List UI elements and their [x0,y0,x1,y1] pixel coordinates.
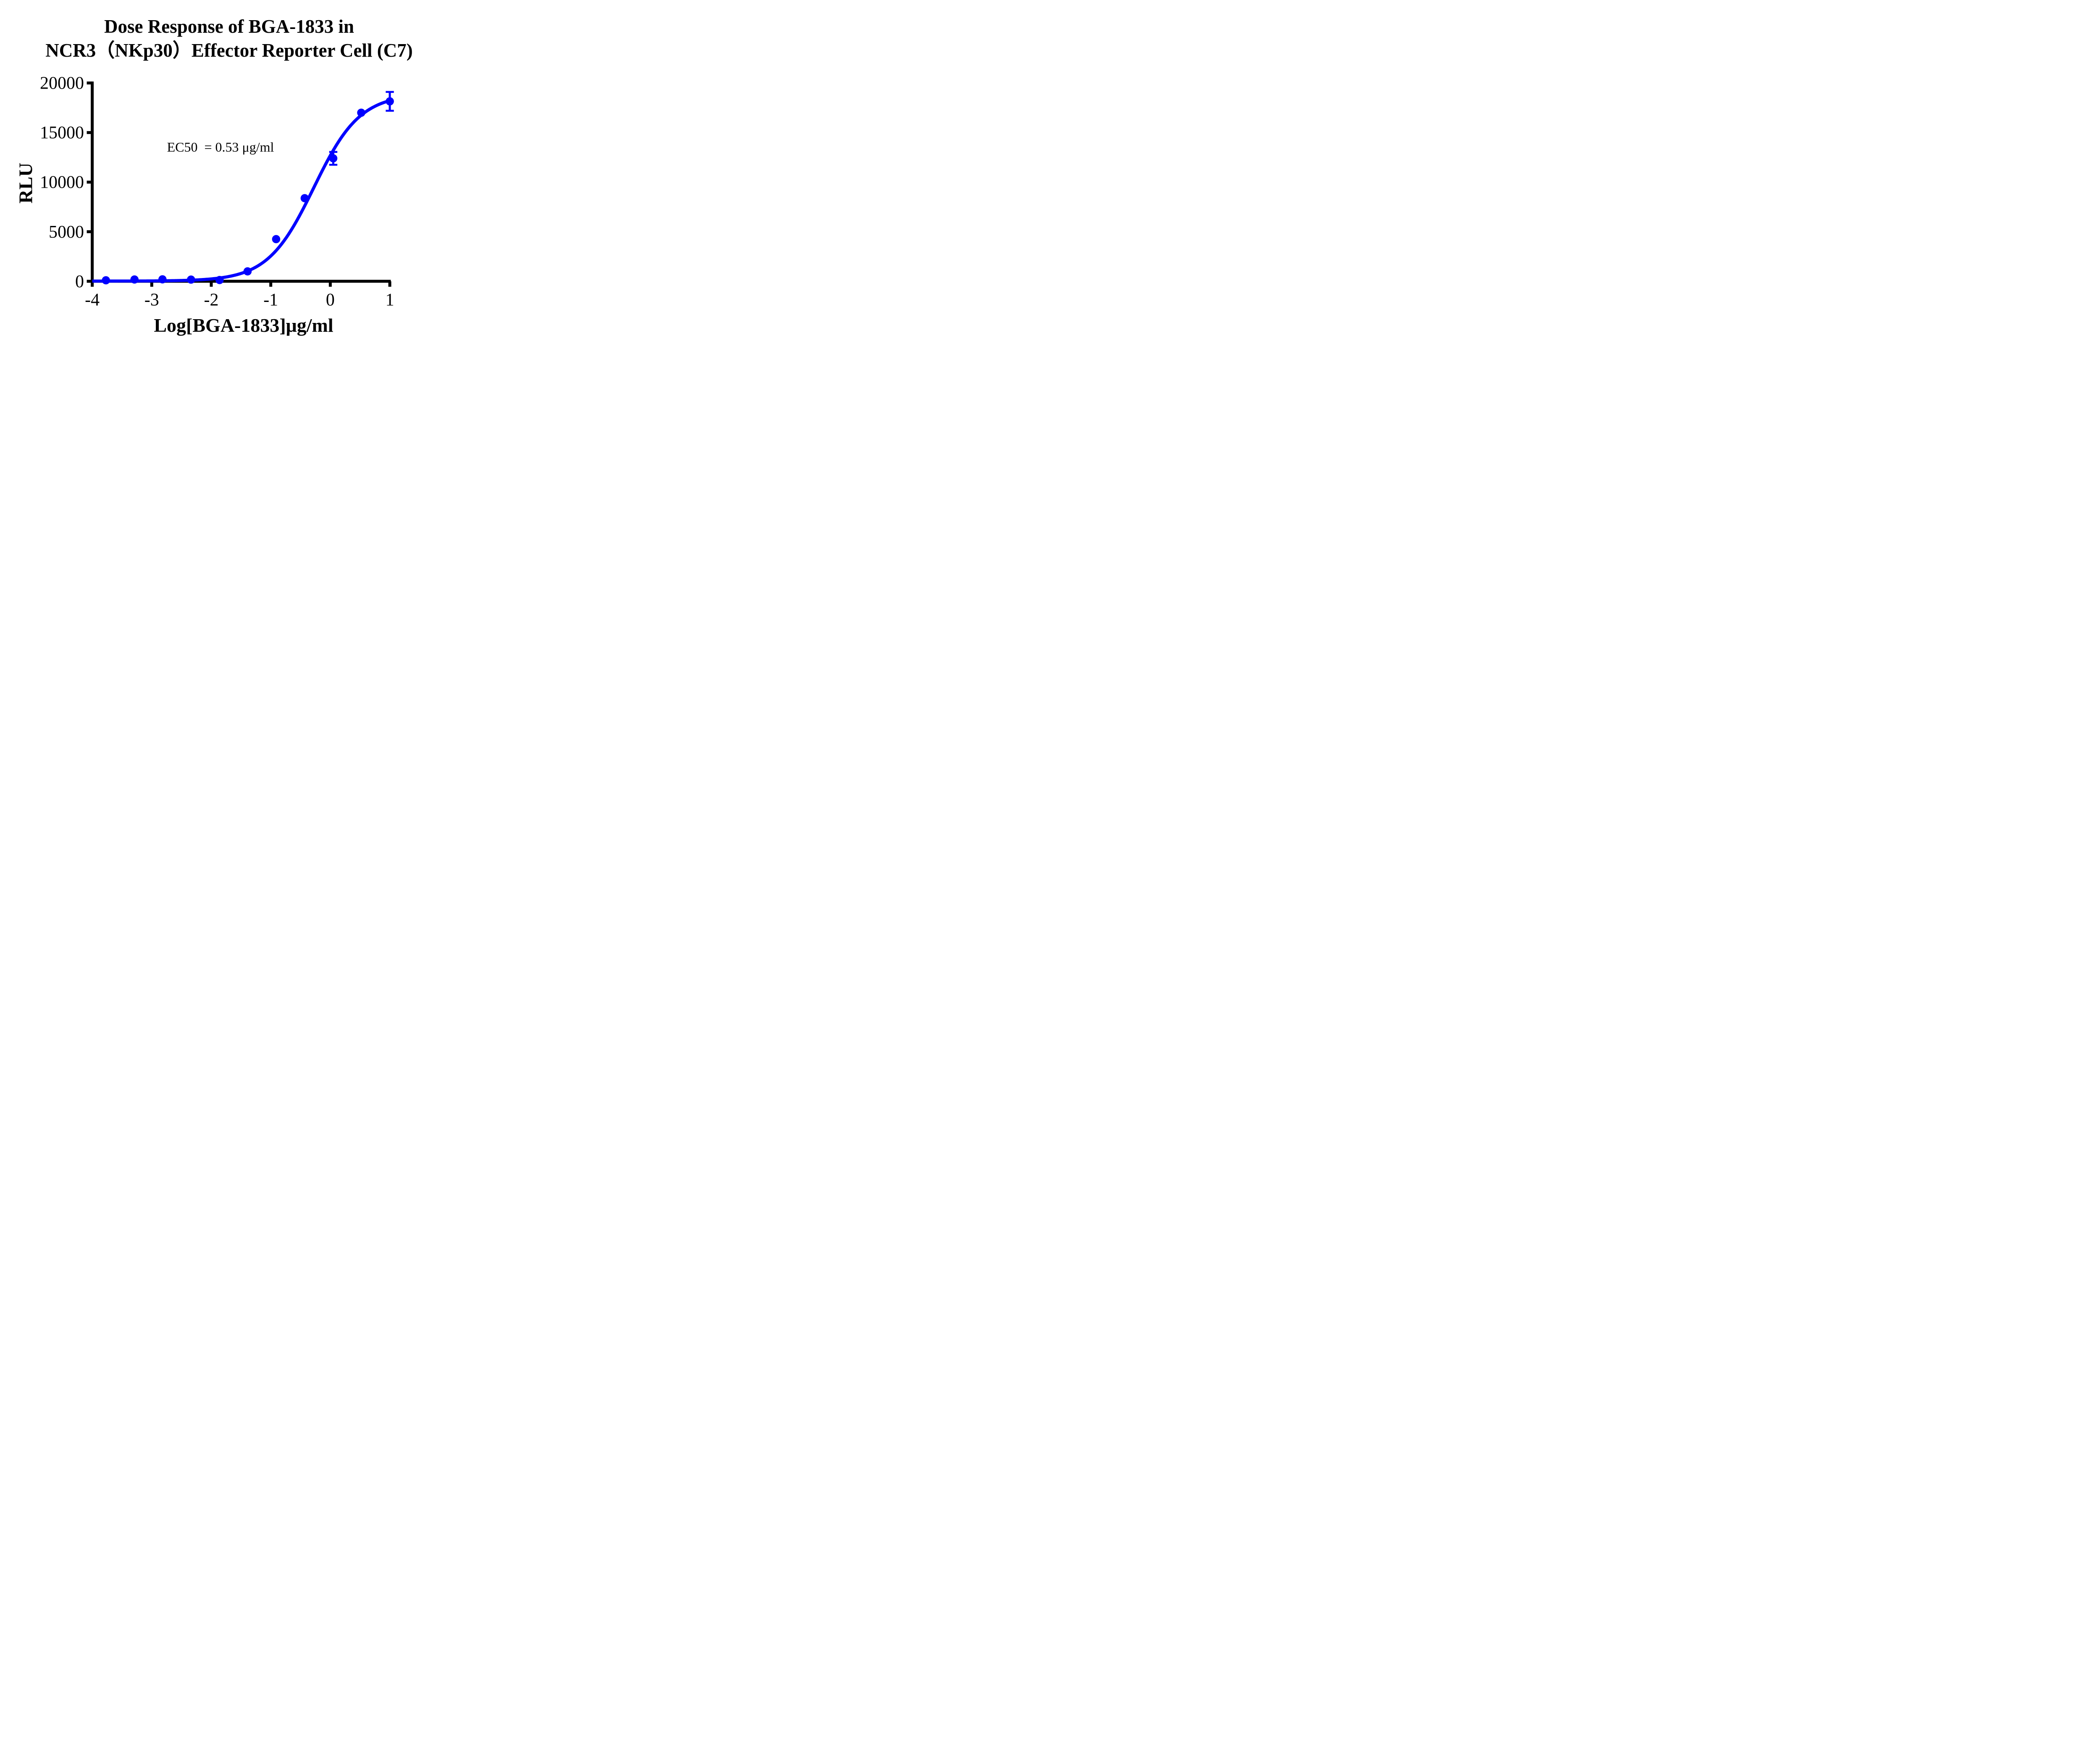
ec50-annotation: EC50 = 0.53 μg/ml [167,139,274,155]
data-point [386,97,394,106]
y-tick-label: 0 [75,272,84,291]
x-tick-label: 0 [326,291,335,310]
chart-canvas: 0 5000 10000 15000 20000 -4 -3 -2 -1 0 1 [40,74,394,310]
x-axis-title: Log[BGA-1833]μg/ml [154,315,333,336]
data-point [272,235,281,244]
y-tick-label: 20000 [40,74,84,93]
y-tick-label: 15000 [40,123,84,143]
chart-title-line2: NCR3（NKp30）Effector Reporter Cell (C7) [45,40,413,61]
x-tick-label: 1 [386,291,394,310]
y-tick-label: 10000 [40,173,84,192]
data-point [187,275,195,284]
x-tick-label: -4 [85,291,100,310]
x-tick-label: -1 [263,291,278,310]
data-point [130,275,139,284]
data-point [300,194,309,202]
chart-title: Dose Response of BGA-1833 in NCR3（NKp30）… [10,15,448,63]
data-point [357,108,365,117]
data-point [102,276,110,285]
chart-title-line1: Dose Response of BGA-1833 in [104,16,354,37]
fit-curve [92,99,391,283]
x-tick-label: -2 [204,291,219,310]
data-point [215,276,224,284]
dose-response-figure: Dose Response of BGA-1833 in NCR3（NKp30）… [0,0,437,349]
data-point [243,267,252,275]
x-tick-label: -3 [144,291,159,310]
data-point [158,275,167,283]
y-tick-label: 5000 [49,223,84,242]
data-point [329,154,338,163]
